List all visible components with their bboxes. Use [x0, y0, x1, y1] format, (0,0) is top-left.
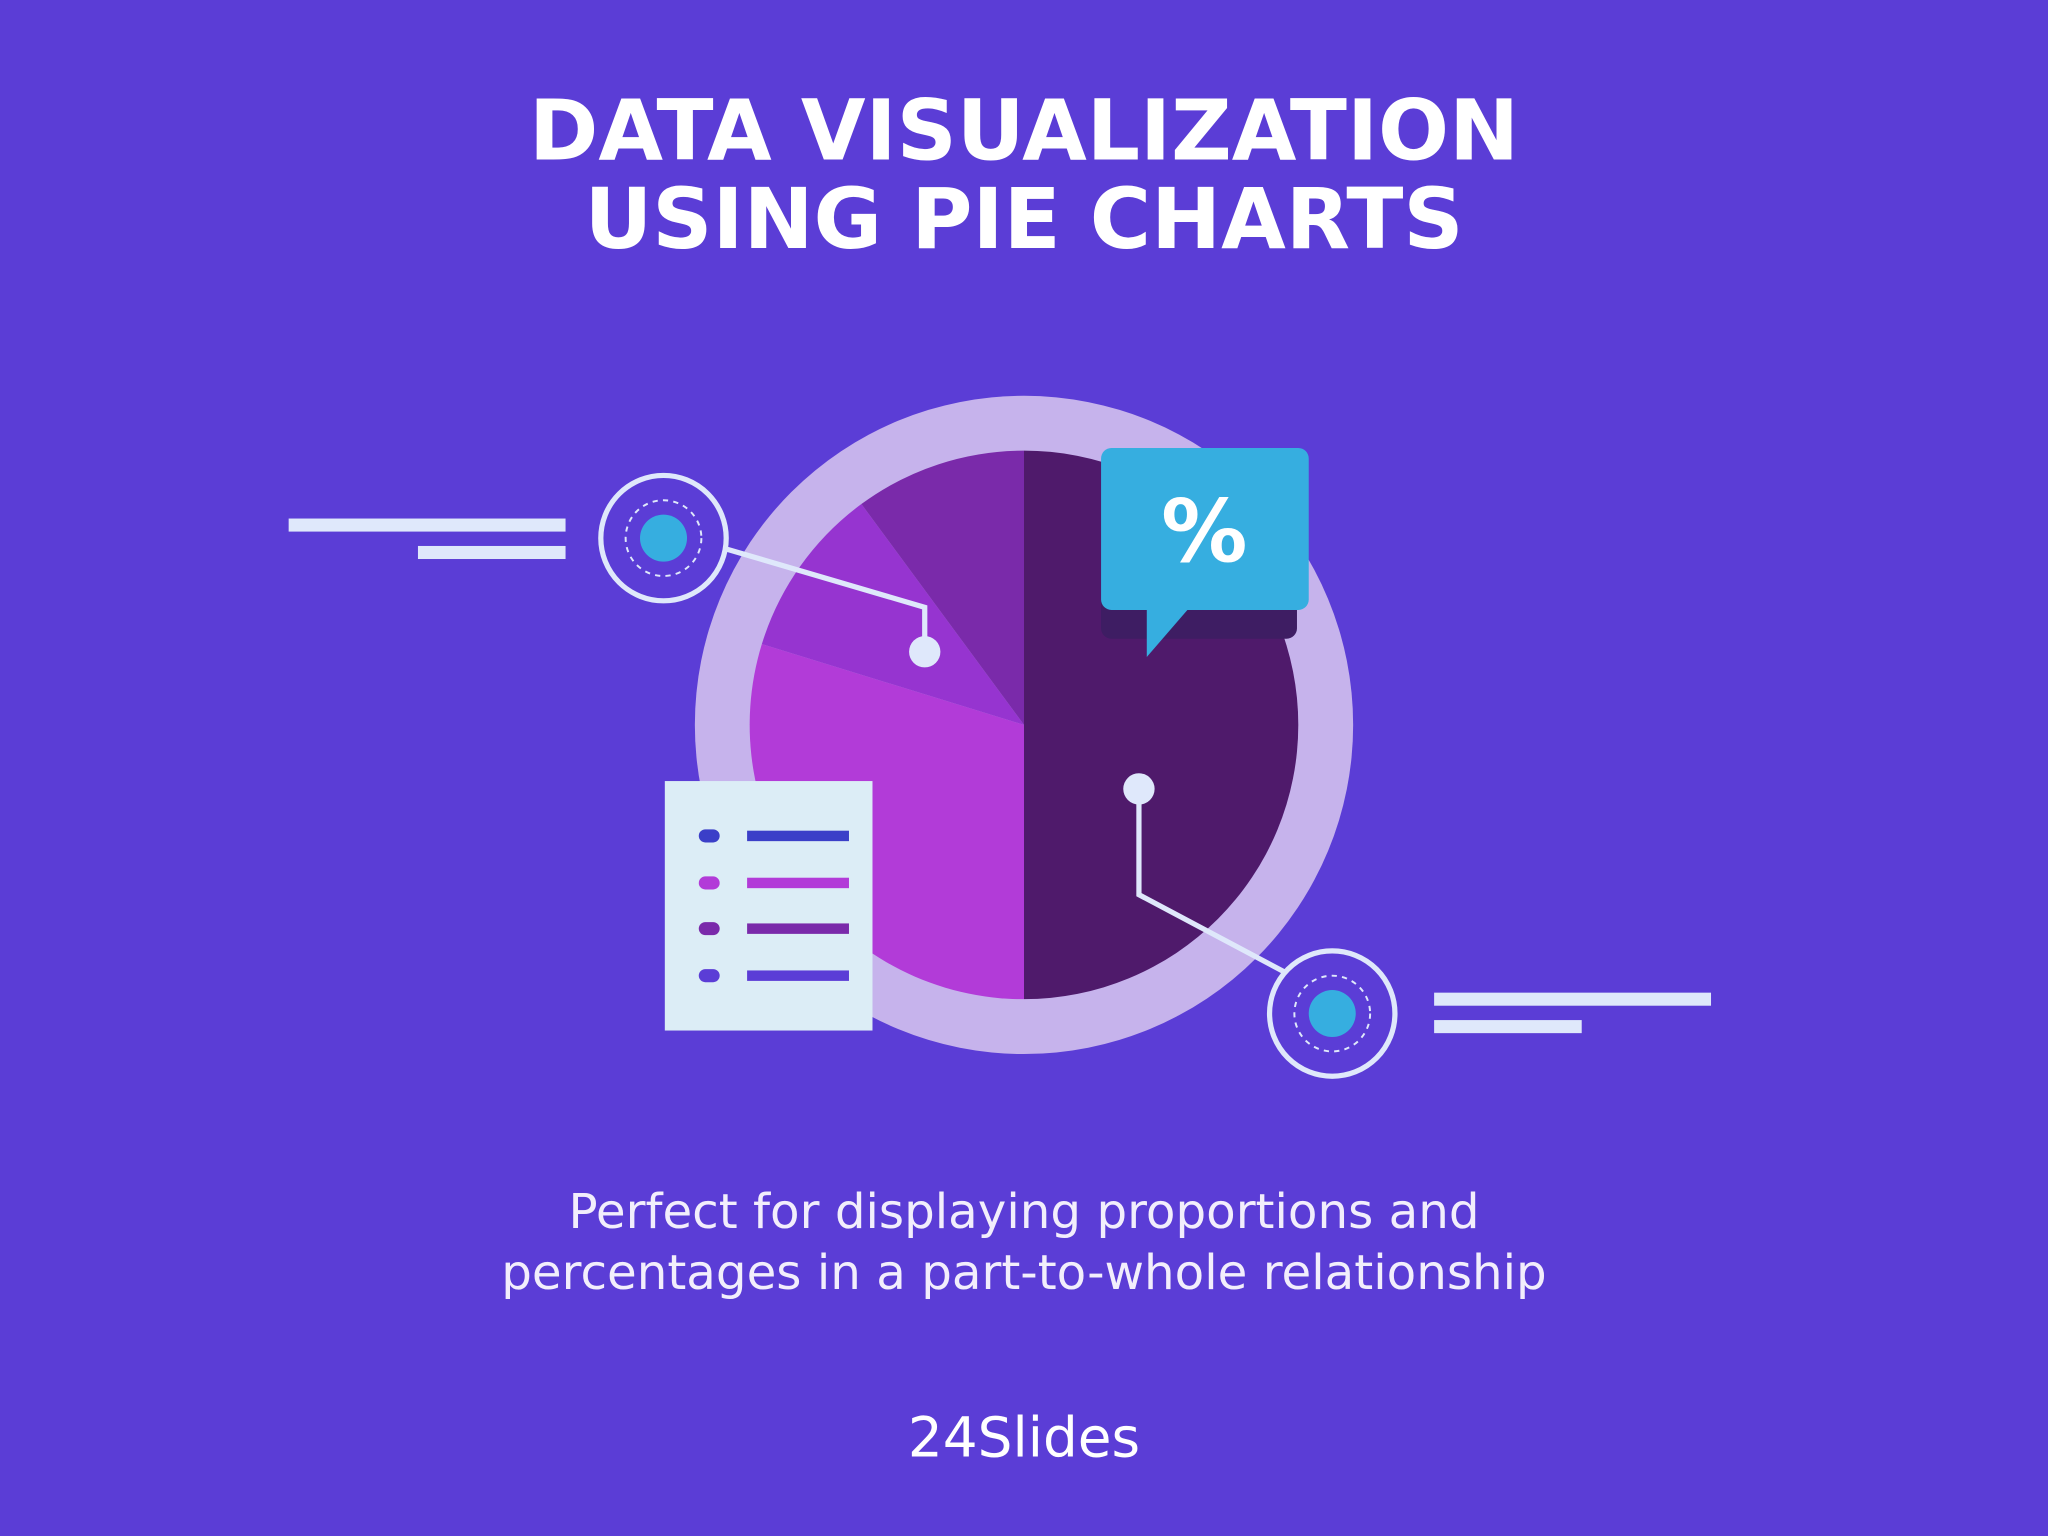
badge-box: [1101, 448, 1309, 610]
pie-slice: [749, 644, 1024, 1000]
connector-dot: [1123, 773, 1155, 805]
connector-right: [1136, 788, 1398, 1079]
card-bullet: [698, 922, 720, 936]
card-line: [747, 877, 849, 889]
card-line: [747, 830, 849, 842]
connector-dot: [909, 636, 941, 668]
title-line: DATA VISUALIZATION: [529, 81, 1519, 179]
target-dash: [624, 499, 703, 577]
target-dash: [1293, 974, 1372, 1053]
card-line: [747, 923, 849, 934]
pie-slice: [861, 450, 1024, 725]
card: [664, 781, 873, 1031]
brand-logo: 24Slides: [908, 1405, 1140, 1469]
target-ring: [1266, 948, 1398, 1079]
card-bullet: [698, 969, 720, 983]
target-dot: [1308, 990, 1356, 1038]
caption-line: percentages in a part-to-whole relations…: [501, 1245, 1546, 1301]
deco-bar: [1434, 992, 1712, 1006]
card-line: [747, 970, 849, 981]
deco-bar: [1434, 1020, 1582, 1034]
title-line: USING PIE CHARTS: [584, 170, 1463, 268]
connector-left: [598, 472, 928, 651]
badge-symbol: %: [1161, 483, 1247, 583]
card-bullet: [698, 829, 720, 843]
target-ring: [598, 472, 729, 604]
connector-line: [1136, 788, 1288, 976]
card-bullet: [698, 876, 720, 890]
deco-bar: [288, 518, 566, 532]
caption-line: Perfect for displaying proportions and: [568, 1184, 1479, 1240]
deco-bar: [417, 545, 566, 560]
connector-line: [724, 546, 928, 651]
pie-slice: [761, 504, 1024, 725]
legend-card: [664, 781, 873, 1031]
target-dot: [640, 514, 688, 562]
percent-badge: %: [1101, 448, 1309, 657]
